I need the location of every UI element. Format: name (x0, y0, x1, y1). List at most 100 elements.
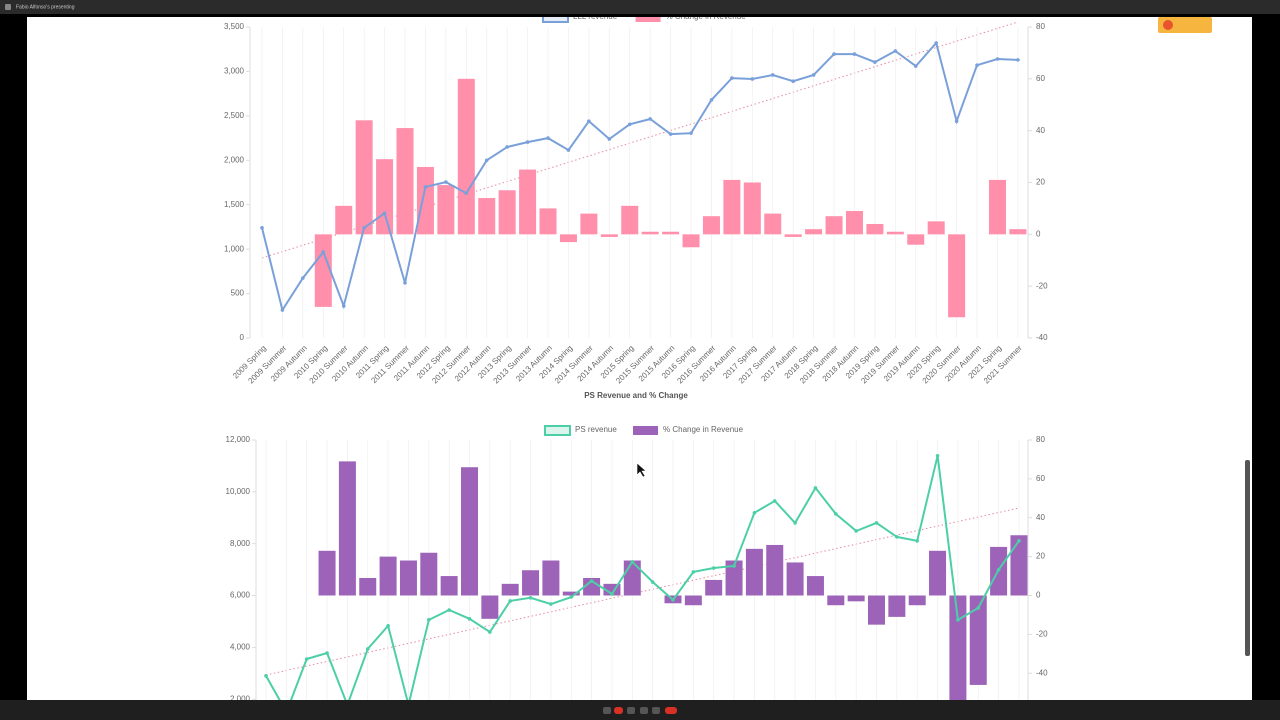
line-point[interactable] (1016, 58, 1020, 62)
line-point[interactable] (587, 119, 591, 123)
bar[interactable] (949, 595, 967, 713)
line-point[interactable] (386, 624, 390, 628)
line-point[interactable] (770, 73, 775, 77)
leave-button[interactable] (665, 707, 677, 714)
bar[interactable] (314, 234, 332, 307)
line-point[interactable] (975, 63, 979, 68)
bar[interactable] (886, 231, 904, 235)
line-point[interactable] (569, 595, 574, 599)
bar[interactable] (868, 595, 885, 625)
line-point[interactable] (427, 618, 431, 622)
bar[interactable] (786, 562, 804, 596)
line-point[interactable] (772, 499, 777, 503)
bar[interactable] (542, 560, 560, 596)
bar[interactable] (559, 234, 577, 243)
line-point[interactable] (301, 276, 305, 280)
line-point[interactable] (854, 529, 858, 533)
bar[interactable] (416, 166, 434, 235)
bar[interactable] (847, 595, 865, 602)
bar[interactable] (396, 128, 414, 235)
line-point[interactable] (874, 521, 879, 525)
line-point[interactable] (750, 77, 755, 81)
bar[interactable] (888, 595, 906, 617)
bar[interactable] (580, 213, 598, 235)
line-point[interactable] (709, 98, 714, 102)
bar[interactable] (662, 231, 680, 235)
line-point[interactable] (852, 52, 857, 56)
line-point[interactable] (589, 579, 594, 583)
line-point[interactable] (995, 57, 1000, 61)
line-point[interactable] (549, 602, 553, 606)
line-point[interactable] (650, 580, 655, 584)
bar[interactable] (825, 216, 843, 235)
bar[interactable] (498, 190, 516, 235)
bar[interactable] (355, 120, 373, 235)
mic-button[interactable] (603, 707, 611, 714)
line-point[interactable] (671, 598, 675, 602)
line-point[interactable] (444, 180, 448, 184)
more-button[interactable] (652, 707, 660, 714)
bar[interactable] (399, 560, 417, 596)
line-point[interactable] (913, 64, 918, 68)
line-point[interactable] (260, 226, 264, 230)
extension-icon[interactable] (1163, 20, 1173, 30)
bar[interactable] (376, 159, 394, 235)
bar[interactable] (723, 179, 741, 235)
legend-swatch[interactable] (542, 13, 569, 23)
line-point[interactable] (811, 73, 816, 77)
line-point[interactable] (934, 41, 938, 45)
line-point[interactable] (304, 657, 309, 661)
line-point[interactable] (423, 185, 428, 189)
bar[interactable] (948, 234, 966, 318)
bar[interactable] (684, 595, 702, 606)
bar[interactable] (845, 211, 863, 235)
bar[interactable] (927, 221, 945, 235)
line-point[interactable] (505, 145, 509, 149)
line-point[interactable] (365, 647, 370, 651)
line-point[interactable] (341, 304, 346, 308)
bar[interactable] (784, 234, 802, 237)
bar[interactable] (929, 550, 947, 596)
bar[interactable] (335, 205, 353, 235)
line-point[interactable] (893, 49, 898, 53)
bar[interactable] (702, 216, 720, 235)
line-point[interactable] (793, 521, 797, 525)
bar[interactable] (440, 576, 458, 596)
line-point[interactable] (648, 117, 652, 121)
line-point[interactable] (956, 618, 960, 622)
bar[interactable] (805, 229, 823, 235)
bar[interactable] (379, 556, 397, 596)
line-point[interactable] (525, 140, 530, 144)
legend-swatch[interactable] (633, 426, 658, 435)
line-point[interactable] (832, 52, 836, 56)
line-point[interactable] (668, 132, 673, 136)
line-point[interactable] (627, 122, 632, 127)
line-point[interactable] (464, 191, 469, 195)
bar[interactable] (478, 198, 496, 235)
legend-swatch[interactable] (635, 13, 661, 22)
bar[interactable] (519, 169, 537, 235)
bar[interactable] (600, 234, 618, 237)
bar[interactable] (969, 595, 987, 685)
line-point[interactable] (834, 512, 838, 516)
line-point[interactable] (546, 136, 550, 140)
bar[interactable] (621, 205, 639, 235)
line-point[interactable] (566, 148, 571, 152)
bar[interactable] (743, 182, 761, 235)
line-point[interactable] (1017, 539, 1021, 543)
line-point[interactable] (382, 211, 387, 215)
bar[interactable] (745, 548, 763, 596)
line-point[interactable] (403, 281, 407, 285)
bar[interactable] (641, 231, 659, 235)
legend-swatch[interactable] (544, 425, 571, 436)
bar[interactable] (522, 570, 540, 596)
line-point[interactable] (508, 599, 512, 603)
line-point[interactable] (630, 560, 635, 564)
bar[interactable] (481, 595, 499, 619)
bar[interactable] (583, 578, 601, 596)
bar[interactable] (907, 234, 925, 245)
line-point[interactable] (732, 564, 736, 568)
line-point[interactable] (321, 250, 326, 254)
line-point[interactable] (895, 535, 899, 539)
bar[interactable] (603, 583, 621, 596)
